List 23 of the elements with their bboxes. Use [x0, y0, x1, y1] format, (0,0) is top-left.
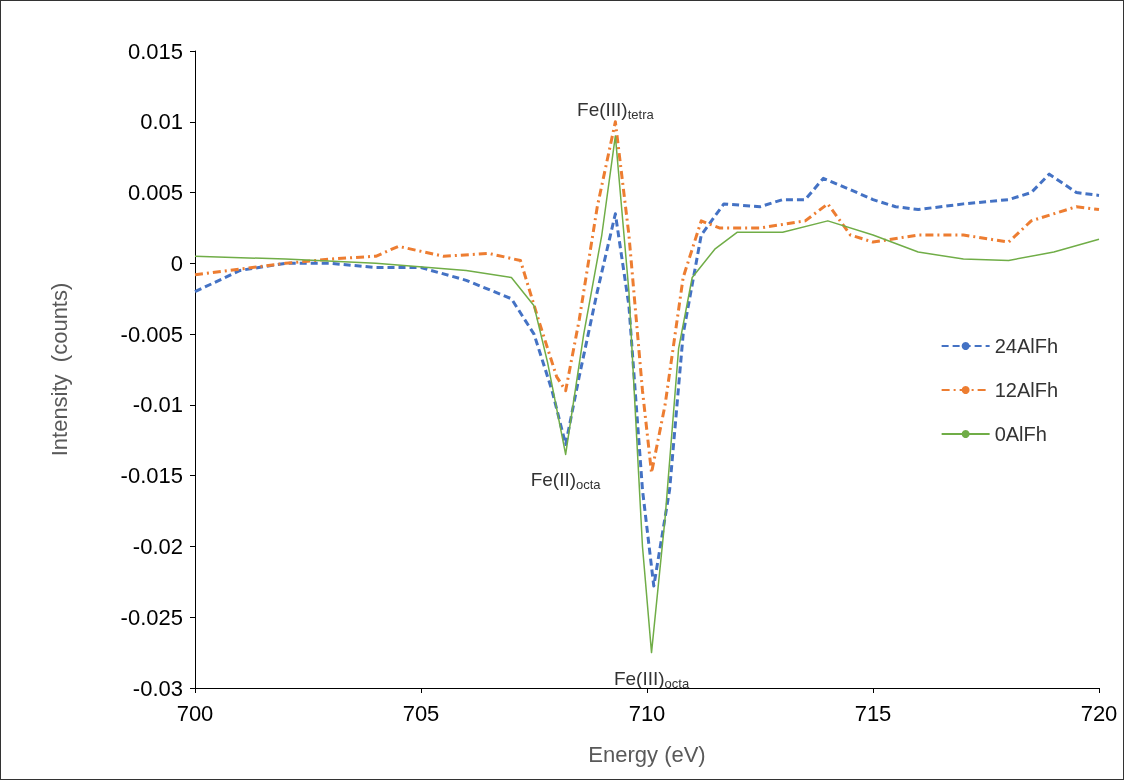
y-tick-label: 0.005 [127, 180, 183, 206]
legend-label: 12AlFh [994, 379, 1059, 401]
y-tick-label: 0.01 [140, 109, 183, 135]
y-tick-label: -0.03 [132, 675, 183, 701]
y-tick-label: 0.015 [127, 38, 183, 64]
x-tick-label: 700 [176, 700, 214, 726]
y-tick-label: -0.015 [120, 463, 183, 489]
y-tick-label: -0.02 [132, 533, 183, 559]
y-tick-label: 0 [170, 250, 183, 276]
line-series [193, 120, 1101, 475]
line-series [194, 135, 1100, 654]
x-tick-label: 715 [854, 700, 892, 726]
legend-label: 24AlFh [994, 335, 1059, 357]
y-axis-title: Intensity (counts) [46, 282, 72, 457]
y-tick-label: -0.025 [120, 604, 183, 630]
x-axis-title: Energy (eV) [588, 741, 706, 767]
x-tick-label: 720 [1080, 700, 1118, 726]
y-tick-label: -0.005 [120, 321, 183, 347]
line-series [193, 172, 1101, 588]
x-tick-label: 705 [402, 700, 440, 726]
legend-label: 0AlFh [994, 423, 1047, 445]
x-tick-label: 710 [628, 700, 666, 726]
y-tick-label: -0.01 [132, 392, 183, 418]
